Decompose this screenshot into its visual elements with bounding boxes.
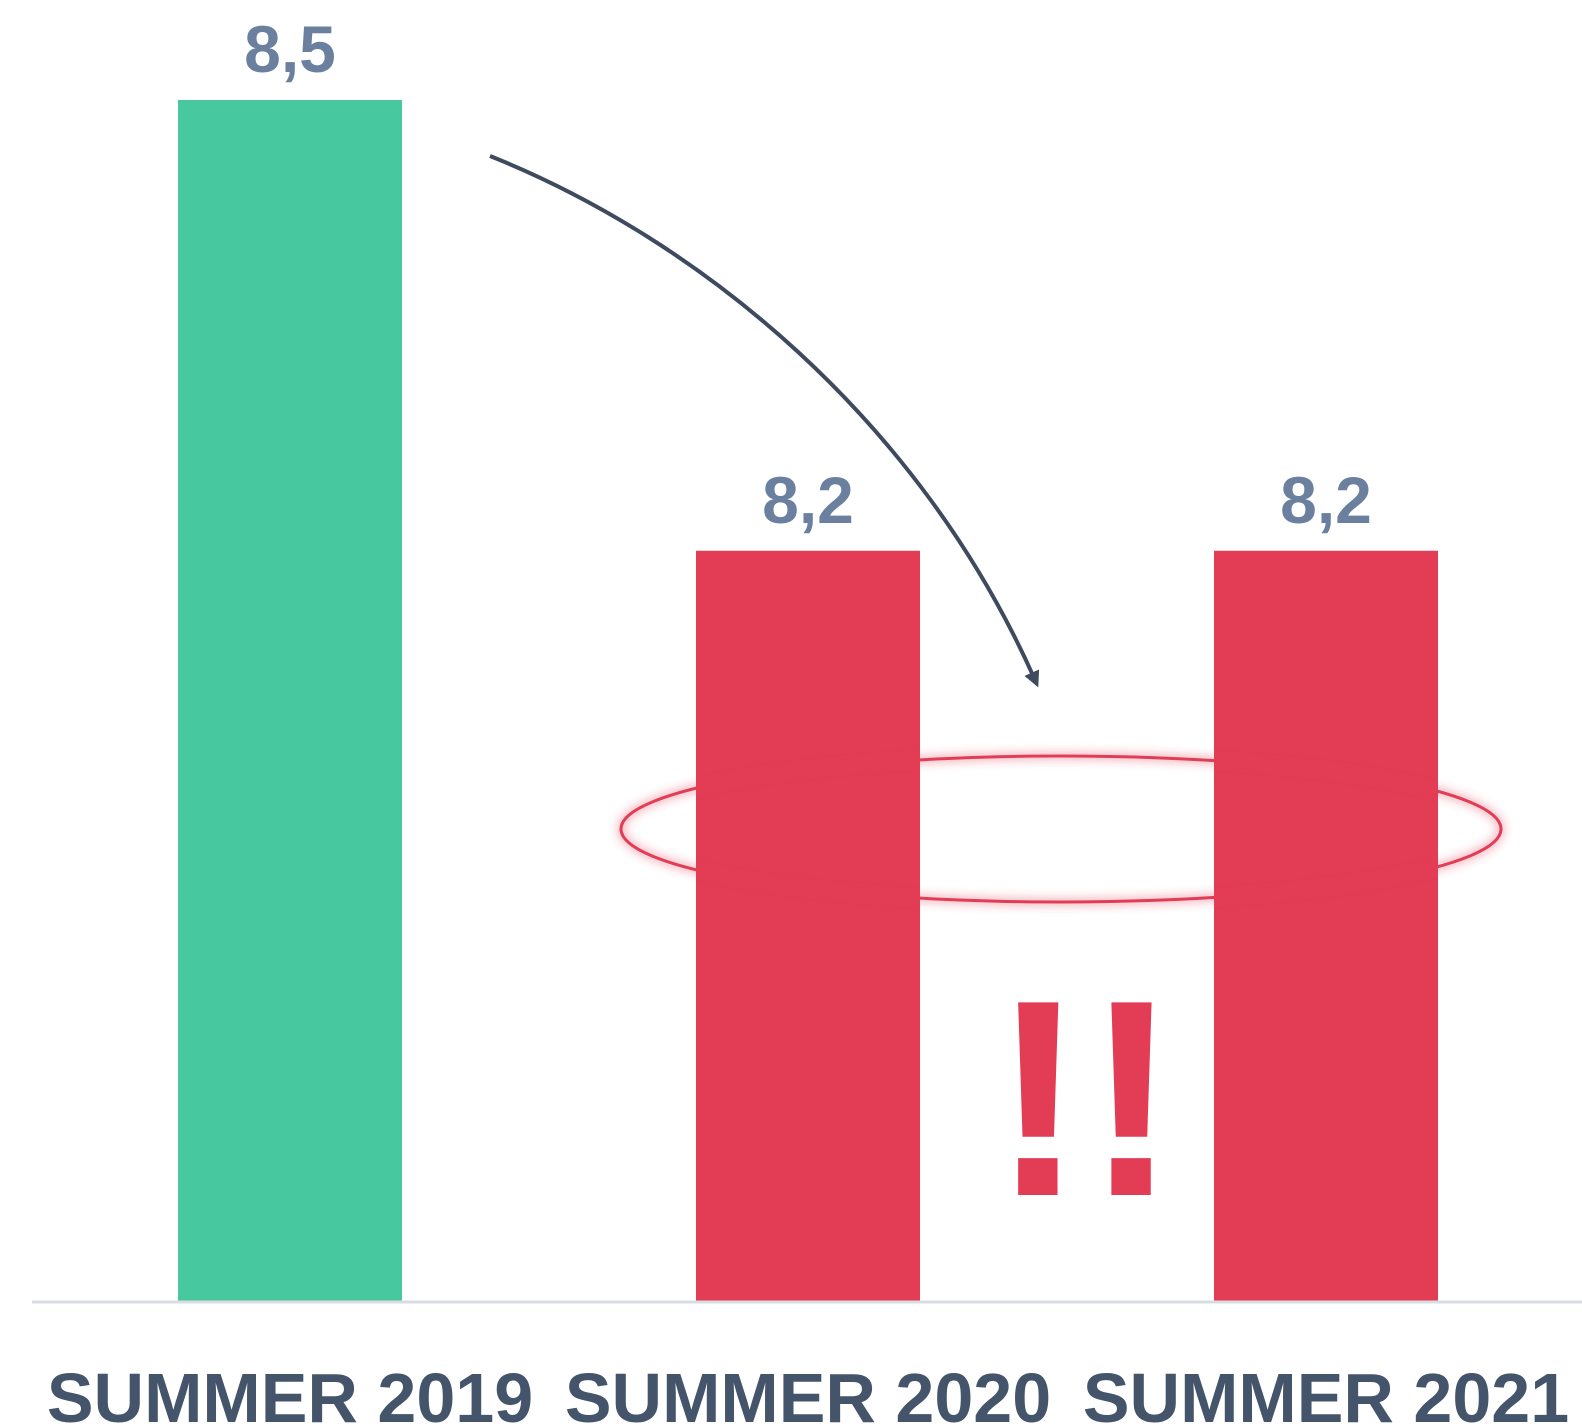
category-label-3: SUMMER 2021 <box>1083 1359 1569 1427</box>
category-label-2: SUMMER 2020 <box>565 1359 1051 1427</box>
highlight-ellipse <box>619 754 1503 904</box>
bar-2 <box>696 550 920 1302</box>
value-label-2: 8,2 <box>762 463 854 537</box>
trend-arrow <box>489 154 1040 688</box>
exclamation-mark: !! <box>992 943 1178 1255</box>
bar-3 <box>1214 550 1438 1302</box>
bar-1 <box>178 100 402 1302</box>
value-label-3: 8,2 <box>1280 463 1372 537</box>
value-labels-group: 8,5 8,2 8,2 <box>244 12 1372 537</box>
value-label-1: 8,5 <box>244 12 336 86</box>
category-label-1: SUMMER 2019 <box>47 1359 533 1427</box>
bars-group <box>178 100 1438 1302</box>
category-labels-group: SUMMER 2019 SUMMER 2020 SUMMER 2021 <box>47 1359 1569 1427</box>
